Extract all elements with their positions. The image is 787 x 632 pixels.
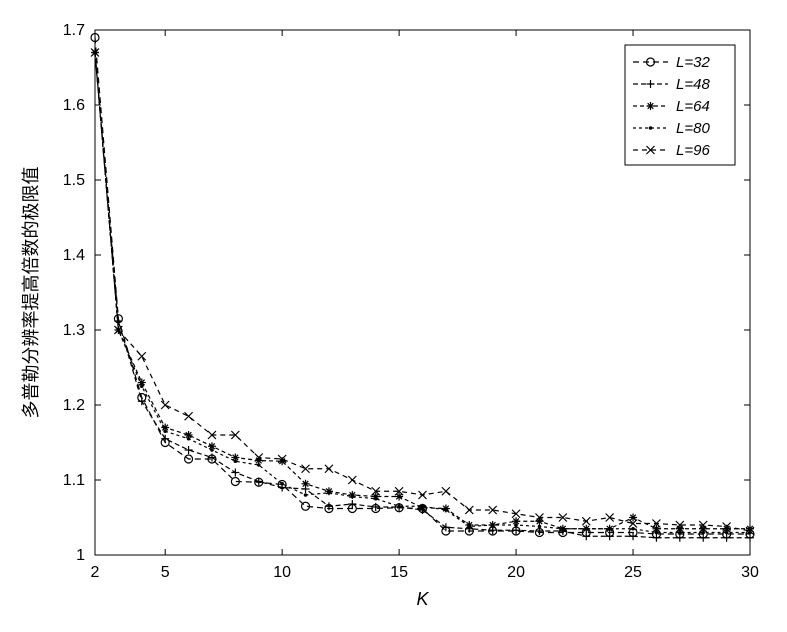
x-tick-label: 15 (390, 564, 408, 581)
legend-label: L=96 (676, 142, 710, 159)
x-axis-label: K (416, 589, 429, 609)
x-tick-label: 10 (273, 564, 291, 581)
y-tick-label: 1.3 (63, 322, 85, 339)
y-tick-label: 1.7 (63, 22, 85, 39)
legend: L=32 L=48 L=64 L=80 L=96 (625, 45, 735, 165)
y-axis-label: 多普勒分辨率提高倍数的极限值 (21, 167, 41, 419)
chart-container: 5 10 15 20 25 30 21 1.1 1.2 1.3 1.4 1.5 1.6 1.7 K 多普勒分辨… (0, 0, 787, 632)
line-chart: 5 10 15 20 25 30 21 1.1 1.2 1.3 1.4 1.5 1.6 1.7 K 多普勒分辨… (0, 0, 787, 632)
y-tick-label: 1.2 (63, 397, 85, 414)
x-tick-label: 30 (741, 564, 759, 581)
x-tick-label: 20 (507, 564, 525, 581)
legend-label: L=32 (676, 54, 710, 71)
x-tick-label: 5 (161, 564, 170, 581)
x-tick-label: 2 (91, 564, 100, 581)
y-tick-label: 1 (76, 547, 85, 564)
legend-label: L=48 (676, 76, 710, 93)
y-tick-label: 1.4 (63, 247, 85, 264)
x-tick-label: 25 (624, 564, 642, 581)
y-tick-label: 1.5 (63, 172, 85, 189)
y-tick-label: 1.6 (63, 97, 85, 114)
y-tick-label: 1.1 (63, 472, 85, 489)
legend-label: L=64 (676, 98, 710, 115)
legend-label: L=80 (676, 120, 710, 137)
